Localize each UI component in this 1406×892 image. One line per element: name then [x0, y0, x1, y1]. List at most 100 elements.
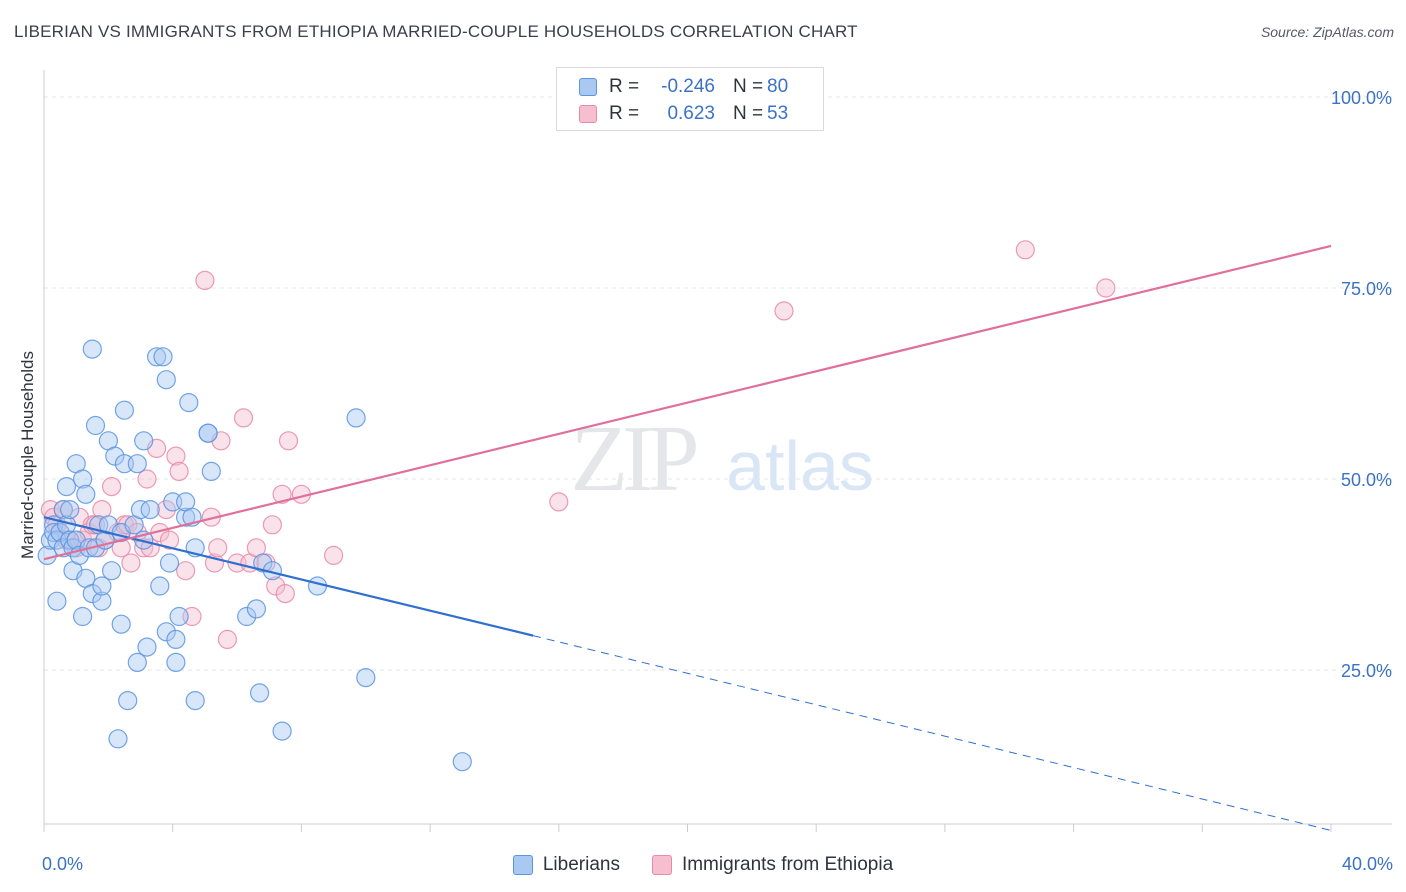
liberian-point	[127, 652, 147, 673]
ethiopia-point	[111, 538, 131, 558]
legend-n-value: 80	[767, 76, 789, 97]
tick-labels: 25.0% 50.0% 75.0% 100.0% 0.0% 40.0%	[42, 88, 1393, 874]
source-label: Source: ZipAtlas.com	[1260, 24, 1394, 40]
liberian-point	[176, 507, 196, 527]
trend-line-liberians	[43, 516, 534, 637]
legend-swatch-liberians	[512, 855, 533, 875]
liberian-point	[137, 637, 157, 657]
liberian-point	[153, 347, 173, 367]
liberian-point	[60, 500, 80, 520]
legend-swatch-ethiopia	[579, 105, 597, 123]
ethiopia-point	[195, 270, 215, 290]
trend-line-ethiopia	[43, 244, 1332, 561]
correlation-legend: R = -0.246 N = 80 R = 0.623 N = 53	[556, 67, 824, 131]
liberian-point	[201, 461, 221, 481]
x-tick-label: 0.0%	[42, 854, 83, 874]
ethiopia-point	[118, 515, 138, 535]
x-tick-label: 40.0%	[1342, 854, 1393, 874]
legend-row-liberians: R = -0.246 N = 80	[579, 76, 788, 98]
ethiopia-point	[217, 629, 237, 650]
liberian-point	[56, 477, 77, 497]
liberian-point	[198, 423, 218, 443]
ethiopia-point	[208, 538, 228, 558]
liberian-point	[105, 446, 125, 466]
liberian-point	[50, 522, 70, 543]
liberian-point	[156, 622, 176, 642]
liberian-point	[237, 606, 257, 627]
liberian-point	[111, 614, 131, 634]
ethiopia-point	[275, 583, 295, 604]
ethiopia-point	[1096, 278, 1116, 298]
liberian-point	[147, 347, 167, 367]
liberian-point	[130, 500, 151, 520]
liberian-point	[166, 652, 186, 673]
ethiopia-point	[278, 431, 299, 451]
liberian-point	[246, 599, 266, 619]
liberian-point	[134, 431, 154, 451]
liberian-point	[253, 553, 273, 573]
legend-r-value: 0.623	[667, 103, 715, 124]
liberian-point	[452, 752, 472, 772]
grid-lines	[44, 96, 1392, 671]
liberian-point	[272, 721, 292, 741]
liberian-point	[159, 553, 180, 573]
chart-title: LIBERIAN VS IMMIGRANTS FROM ETHIOPIA MAR…	[14, 22, 858, 41]
watermark-zip: ZIP	[571, 407, 697, 511]
ethiopia-point	[266, 576, 286, 596]
liberian-point	[72, 606, 93, 627]
legend-n-value: 53	[767, 103, 789, 124]
y-tick-label: 50.0%	[1341, 470, 1392, 490]
liberian-point	[356, 667, 376, 688]
liberian-point	[53, 500, 73, 520]
legend-r-label: R =	[609, 103, 640, 124]
ethiopia-point	[121, 553, 141, 573]
ethiopia-point	[233, 408, 254, 428]
ethiopia-point	[176, 561, 196, 581]
legend-n-label: N =	[733, 103, 764, 124]
liberian-point	[179, 393, 199, 413]
legend-r-label: R =	[609, 76, 640, 97]
watermark: ZIP atlas	[571, 407, 874, 511]
liberian-point	[82, 339, 102, 359]
legend-row-ethiopia: R = 0.623 N = 53	[579, 103, 788, 125]
y-tick-label: 25.0%	[1341, 661, 1392, 681]
liberian-point	[92, 591, 112, 611]
ethiopia-point	[262, 515, 282, 535]
liberian-point	[114, 400, 135, 420]
ethiopia-point	[101, 477, 122, 497]
ethiopia-point	[549, 492, 569, 512]
trend-lines	[43, 244, 1332, 831]
watermark-atlas: atlas	[726, 427, 874, 505]
liberian-point	[92, 576, 112, 596]
axes	[43, 70, 1392, 832]
ethiopia-point	[137, 469, 157, 489]
liberian-point	[108, 729, 128, 749]
liberian-point	[140, 500, 160, 520]
liberian-point	[76, 484, 96, 504]
legend-swatch-liberians	[579, 78, 597, 96]
liberian-point	[150, 576, 170, 596]
legend-item-ethiopia: Immigrants from Ethiopia	[651, 854, 894, 876]
legend-r-value: -0.246	[661, 76, 715, 97]
liberian-point	[47, 591, 67, 611]
liberian-point	[185, 690, 205, 711]
liberian-point	[127, 454, 147, 474]
liberian-point	[101, 561, 122, 581]
ethiopia-point	[166, 446, 186, 466]
legend-label-ethiopia: Immigrants from Ethiopia	[681, 854, 894, 875]
liberian-point	[169, 606, 189, 627]
liberian-point	[166, 629, 186, 650]
ethiopia-point	[272, 484, 292, 504]
ethiopia-point	[774, 301, 794, 321]
series-legend: Liberians Immigrants from Ethiopia	[0, 853, 1406, 877]
legend-item-liberians: Liberians	[512, 854, 620, 876]
liberian-point	[72, 469, 93, 489]
ethiopia-point	[156, 500, 176, 520]
ethiopia-point	[1015, 240, 1035, 260]
series-liberians-points	[37, 339, 472, 772]
legend-n-label: N =	[733, 76, 764, 97]
liberian-point	[82, 583, 102, 604]
liberian-point	[85, 415, 106, 436]
y-tick-label: 75.0%	[1341, 279, 1392, 299]
